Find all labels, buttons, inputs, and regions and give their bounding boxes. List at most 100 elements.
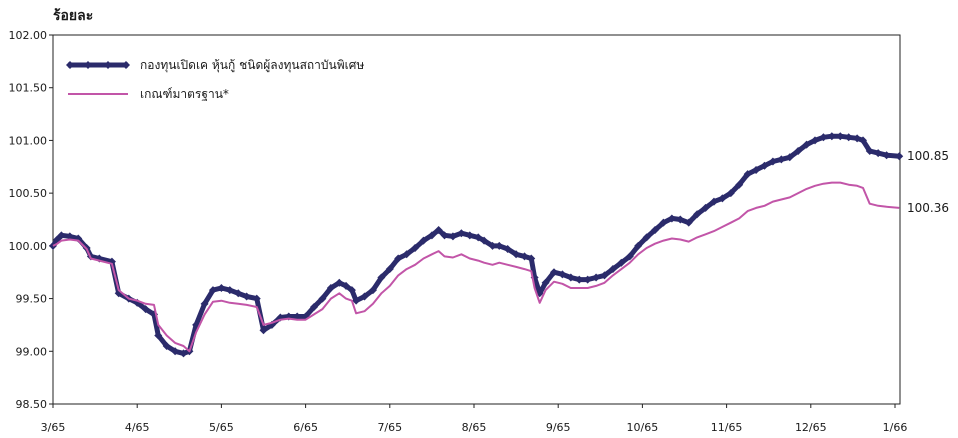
y-axis: 102.00 101.50 101.00 100.50 100.00 99.50 99.00… <box>9 29 53 411</box>
series-point-fund <box>718 194 727 203</box>
x-tick-label: 3/65 <box>41 421 66 434</box>
series-point-fund <box>735 180 744 189</box>
series-point-fund <box>65 232 74 241</box>
series-point-fund <box>162 342 171 351</box>
legend-label-fund: กองทุนเปิดเค หุ้นกู้ ชนิดผู้ลงทุนสถาบันพ… <box>140 58 364 73</box>
x-tick-label: 8/65 <box>462 421 487 434</box>
x-tick-label: 6/65 <box>293 421 318 434</box>
x-tick-label: 11/65 <box>711 421 743 434</box>
series-point-fund <box>802 140 811 149</box>
series-point-fund <box>434 226 443 235</box>
series-point-fund <box>859 136 868 145</box>
end-label-fund: 100.85 <box>907 149 949 163</box>
series-point-fund <box>701 203 710 212</box>
series-point-fund <box>326 284 335 293</box>
series-point-fund <box>335 278 344 287</box>
series-point-fund <box>427 231 436 240</box>
y-tick-label: 101.00 <box>9 134 48 147</box>
x-axis: 3/65 4/65 5/65 6/65 7/65 8/65 9/65 10/65 11/65 12… <box>41 404 907 434</box>
series-point-fund <box>234 289 243 298</box>
y-axis-title: ร้อยละ <box>53 8 93 24</box>
series-point-fund <box>377 273 386 282</box>
series-point-fund <box>360 292 369 301</box>
series-point-fund <box>411 243 420 252</box>
end-label-benchmark: 100.36 <box>907 201 949 215</box>
x-tick-label: 4/65 <box>125 421 150 434</box>
series-point-fund <box>318 294 327 303</box>
y-tick-label: 99.00 <box>16 345 48 358</box>
series-point-fund <box>760 161 769 170</box>
series-point-fund <box>440 231 449 240</box>
series-point-fund <box>811 136 820 145</box>
series-point-fund <box>566 273 575 282</box>
series-point-fund <box>154 331 163 340</box>
series-point-fund <box>659 218 668 227</box>
series-point-fund <box>368 286 377 295</box>
series-point-fund <box>592 273 601 282</box>
series-point-fund <box>651 226 660 235</box>
series-point-fund <box>171 347 180 356</box>
x-tick-label: 12/65 <box>795 421 827 434</box>
y-tick-label: 100.50 <box>9 187 48 200</box>
series-point-fund <box>402 250 411 259</box>
series-point-fund <box>583 275 592 284</box>
series-point-fund <box>575 275 584 284</box>
series-point-fund <box>419 236 428 245</box>
series-point-fund <box>642 233 651 242</box>
series-point-fund <box>503 245 512 254</box>
series-point-fund <box>448 232 457 241</box>
series-point-fund <box>217 284 226 293</box>
series-point-fund <box>844 133 853 142</box>
series-point-fund <box>785 153 794 162</box>
series-point-fund <box>684 218 693 227</box>
series-point-fund <box>709 197 718 206</box>
series-line-benchmark <box>52 181 900 353</box>
series-point-fund <box>768 157 777 166</box>
legend-marker-fund <box>84 61 92 69</box>
series-point-fund <box>385 265 394 274</box>
series-point-fund <box>853 134 862 143</box>
series-point-fund <box>600 271 609 280</box>
series-point-fund <box>625 252 634 261</box>
x-tick-label: 10/65 <box>627 421 659 434</box>
series-point-fund <box>252 294 261 303</box>
series-point-fund <box>57 231 66 240</box>
series-point-fund <box>474 233 483 242</box>
series-point-fund <box>743 170 752 179</box>
legend: กองทุนเปิดเค หุ้นกู้ ชนิดผู้ลงทุนสถาบันพ… <box>66 58 364 101</box>
y-tick-label: 100.00 <box>9 240 48 253</box>
series-point-fund <box>495 241 504 250</box>
series-point-fund <box>608 265 617 274</box>
series-point-fund <box>794 146 803 155</box>
series-group <box>49 132 904 358</box>
series-point-fund <box>225 286 234 295</box>
series-point-fund <box>676 215 685 224</box>
series-point-fund <box>558 270 567 279</box>
series-point-fund <box>693 210 702 219</box>
y-tick-label: 101.50 <box>9 82 48 95</box>
series-point-fund <box>549 268 558 277</box>
series-point-fund <box>242 292 251 301</box>
series-point-fund <box>777 155 786 164</box>
series-point-fund <box>634 241 643 250</box>
series-point-fund <box>394 254 403 263</box>
series-point-fund <box>617 258 626 267</box>
series-point-fund <box>465 231 474 240</box>
series-point-fund <box>480 236 489 245</box>
series-point-fund <box>342 281 351 290</box>
series-point-fund <box>895 152 904 161</box>
series-point-fund <box>836 132 845 141</box>
series-point-fund <box>141 305 150 314</box>
y-tick-label: 98.50 <box>16 398 48 411</box>
series-point-fund <box>310 303 319 312</box>
series-point-fund <box>541 278 550 287</box>
x-tick-label: 5/65 <box>209 421 234 434</box>
series-point-fund <box>667 214 676 223</box>
series-point-fund <box>874 149 883 158</box>
y-tick-label: 102.00 <box>9 29 48 42</box>
legend-marker-fund <box>104 61 112 69</box>
series-point-fund <box>200 299 209 308</box>
legend-marker-fund <box>122 61 130 69</box>
series-point-fund <box>520 252 529 261</box>
